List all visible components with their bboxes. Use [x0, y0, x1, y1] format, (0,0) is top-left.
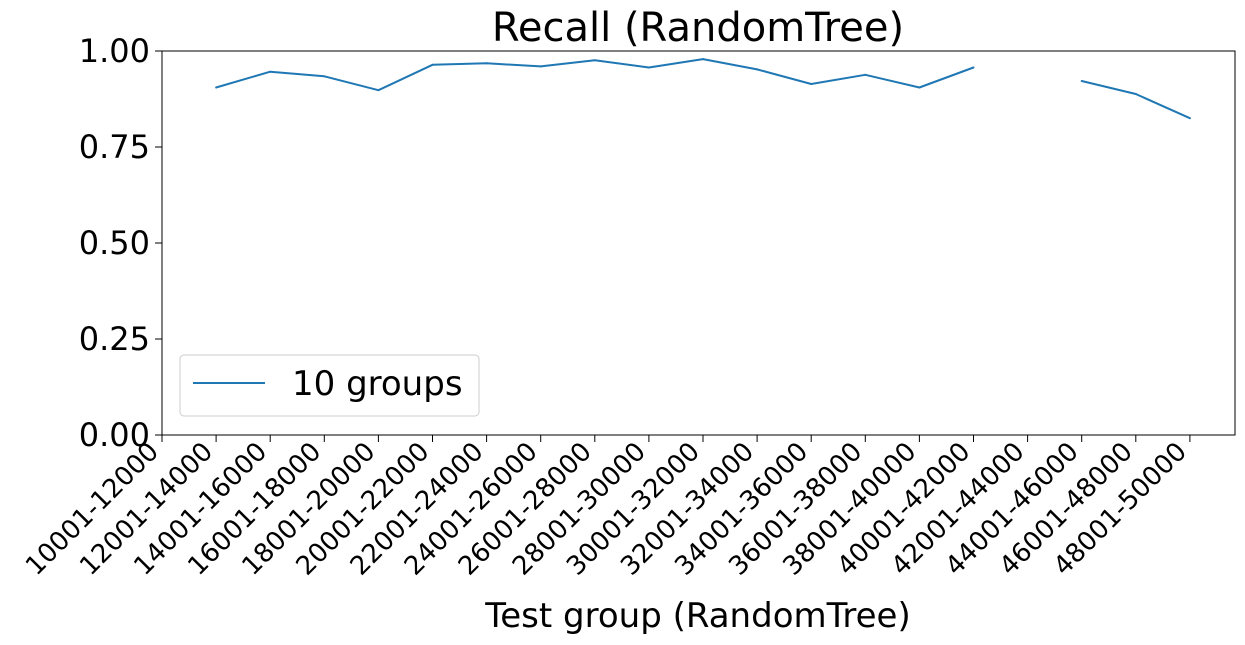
series-line-0 [215, 58, 1191, 120]
data-point [702, 58, 704, 61]
tick-labels: 0.000.250.500.751.0010001-1200012001-140… [20, 32, 1193, 582]
data-point [593, 59, 596, 62]
data-point [972, 66, 975, 69]
legend-box [179, 354, 480, 417]
legend: 10 groups [179, 354, 480, 417]
y-tick-label: 0.75 [79, 128, 150, 166]
data-point [215, 86, 218, 89]
data-point [269, 70, 272, 73]
data-point [539, 65, 542, 68]
data-point [756, 68, 759, 71]
axes [155, 50, 1236, 442]
data-point [1188, 117, 1191, 120]
y-tick-label: 0.00 [79, 416, 150, 454]
y-tick-label: 1.00 [79, 32, 150, 70]
y-tick-label: 0.25 [79, 320, 150, 358]
x-axis-label: Test group (RandomTree) [484, 596, 910, 636]
series-layer [215, 58, 1191, 120]
legend-label: 10 groups [292, 364, 463, 404]
data-point [431, 63, 434, 66]
chart-title: Recall (RandomTree) [492, 5, 904, 51]
data-point [1134, 93, 1137, 96]
data-point [1080, 79, 1083, 82]
y-tick-label: 0.50 [79, 224, 150, 262]
data-point [323, 75, 326, 78]
data-point [647, 66, 650, 69]
data-point [377, 89, 380, 92]
data-point [918, 86, 921, 89]
data-point [864, 73, 867, 76]
data-point [810, 83, 813, 86]
data-point [485, 62, 488, 65]
